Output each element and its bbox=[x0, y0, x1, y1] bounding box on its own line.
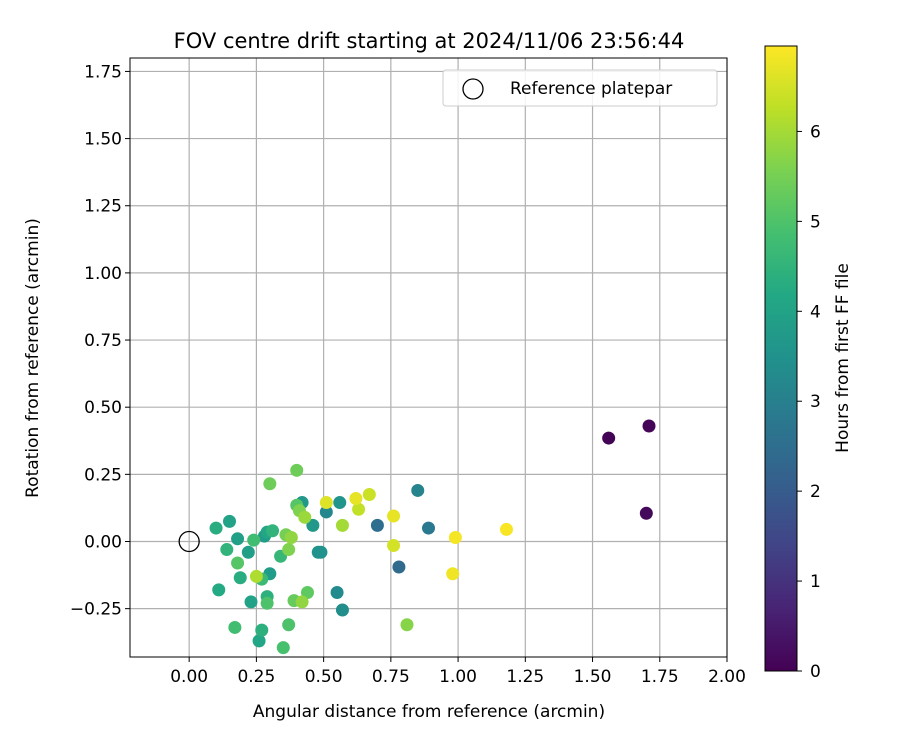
data-point bbox=[220, 543, 234, 557]
data-point bbox=[349, 492, 363, 506]
colorbar-tick-label: 3 bbox=[810, 392, 821, 412]
data-point bbox=[298, 510, 312, 524]
data-point bbox=[422, 521, 435, 535]
y-tick-label: 0.25 bbox=[84, 465, 122, 485]
data-point bbox=[300, 586, 314, 600]
data-point bbox=[295, 595, 309, 609]
data-point bbox=[284, 530, 298, 544]
data-point bbox=[231, 532, 245, 546]
colorbar-gradient bbox=[765, 46, 797, 671]
data-point bbox=[330, 586, 344, 600]
y-tick-label: 1.75 bbox=[84, 62, 122, 82]
grid-lines bbox=[130, 58, 728, 657]
data-point bbox=[400, 618, 414, 632]
x-axis-label: Angular distance from reference (arcmin) bbox=[253, 702, 605, 722]
colorbar-tick-label: 0 bbox=[810, 662, 821, 682]
data-point bbox=[335, 603, 349, 617]
data-point bbox=[266, 524, 280, 538]
data-point bbox=[642, 419, 656, 433]
data-point bbox=[446, 567, 460, 581]
data-point bbox=[260, 596, 274, 610]
y-tick-label: 0.00 bbox=[84, 532, 122, 552]
x-tick-label: 1.00 bbox=[439, 667, 477, 687]
data-point bbox=[228, 620, 242, 634]
data-point bbox=[282, 543, 296, 557]
y-tick-label: 0.50 bbox=[84, 398, 122, 418]
data-point bbox=[448, 530, 462, 544]
chart-title: FOV centre drift starting at 2024/11/06 … bbox=[174, 29, 685, 53]
y-axis-ticks: −0.25 0.00 0.25 0.50 0.75 1.00 1.25 1.50 1.75 bbox=[70, 62, 130, 620]
colorbar-tick-label: 5 bbox=[810, 212, 821, 232]
data-point bbox=[352, 502, 366, 516]
data-point bbox=[314, 545, 328, 559]
data-point bbox=[392, 560, 406, 574]
data-point bbox=[411, 483, 425, 497]
colorbar-tick-label: 2 bbox=[810, 482, 821, 502]
x-tick-label: 0.50 bbox=[305, 667, 343, 687]
points-layer bbox=[209, 419, 656, 655]
data-point bbox=[290, 463, 304, 477]
colorbar-label: Hours from first FF file bbox=[833, 263, 853, 453]
reference-layer bbox=[178, 530, 200, 553]
x-tick-label: 1.25 bbox=[506, 667, 544, 687]
data-point bbox=[223, 514, 236, 528]
data-point bbox=[247, 533, 261, 547]
data-point bbox=[249, 569, 263, 583]
data-point bbox=[499, 522, 513, 536]
y-tick-label: 1.50 bbox=[84, 130, 122, 150]
data-point bbox=[241, 545, 255, 559]
data-point bbox=[639, 506, 653, 520]
data-point bbox=[370, 518, 384, 532]
plot-frame bbox=[129, 57, 728, 658]
data-point bbox=[233, 571, 247, 585]
data-point bbox=[387, 509, 401, 523]
y-tick-label: −0.25 bbox=[70, 600, 122, 620]
data-point bbox=[362, 487, 376, 501]
data-point bbox=[387, 539, 401, 553]
colorbar-tick-label: 1 bbox=[810, 572, 821, 592]
data-point bbox=[319, 505, 333, 519]
x-tick-label: 0.25 bbox=[237, 667, 275, 687]
legend-marker-circle-icon bbox=[462, 78, 484, 100]
x-tick-label: 1.75 bbox=[641, 667, 679, 687]
data-point bbox=[306, 518, 320, 532]
legend-box bbox=[442, 69, 718, 107]
data-point bbox=[319, 496, 333, 510]
y-tick-label: 1.00 bbox=[84, 264, 122, 284]
data-point bbox=[333, 496, 347, 510]
data-point bbox=[252, 634, 266, 648]
colorbar-tick-label: 4 bbox=[810, 302, 821, 322]
y-tick-label: 0.75 bbox=[84, 331, 122, 351]
y-tick-label: 1.25 bbox=[84, 197, 122, 217]
x-tick-label: 1.50 bbox=[574, 667, 612, 687]
data-point bbox=[335, 518, 349, 532]
data-point bbox=[263, 477, 277, 491]
y-axis-label: Rotation from reference (arcmin) bbox=[23, 218, 43, 498]
x-tick-label: 0.75 bbox=[372, 667, 410, 687]
x-tick-label: 0.00 bbox=[170, 667, 208, 687]
data-point bbox=[255, 623, 269, 637]
data-point bbox=[602, 431, 616, 445]
legend: Reference platepar bbox=[442, 69, 718, 107]
x-axis-ticks: 0.00 0.25 0.50 0.75 1.00 1.25 1.50 1.75 2.00 bbox=[170, 657, 746, 687]
colorbar-frame bbox=[764, 45, 798, 672]
data-point bbox=[212, 583, 226, 597]
legend-label: Reference platepar bbox=[510, 79, 672, 99]
colorbar-ticks: 0 1 2 3 4 5 6 bbox=[797, 122, 821, 682]
data-point bbox=[209, 521, 223, 535]
colorbar-tick-label: 6 bbox=[810, 122, 821, 142]
reference-platepar-marker bbox=[178, 530, 200, 553]
x-tick-label: 2.00 bbox=[708, 667, 746, 687]
data-point bbox=[231, 556, 245, 570]
data-point bbox=[276, 641, 290, 655]
data-point bbox=[282, 618, 296, 632]
data-point bbox=[244, 595, 258, 609]
